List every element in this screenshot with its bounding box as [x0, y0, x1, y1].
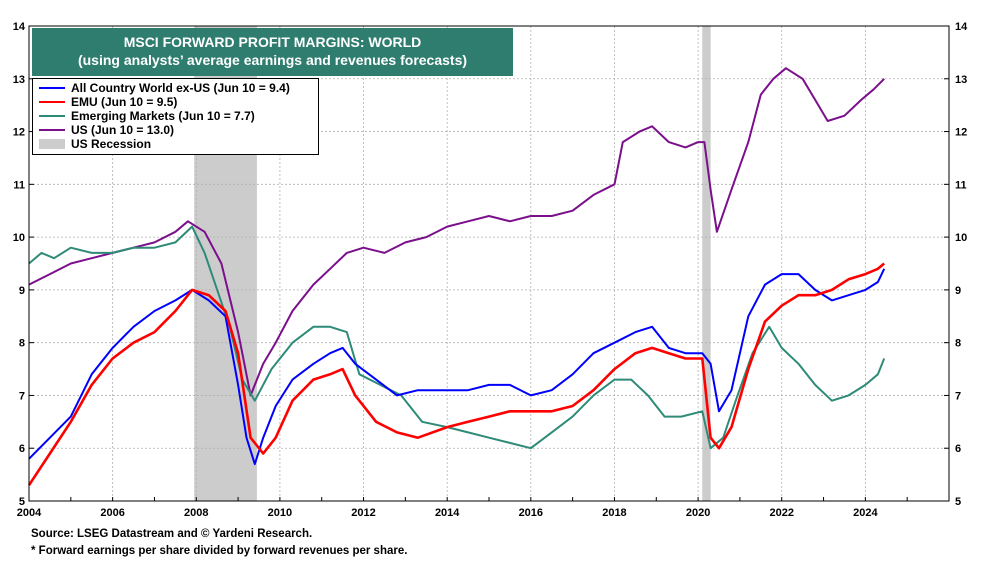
- legend-item-us: US (Jun 10 = 13.0): [39, 123, 174, 137]
- y-tick-label-right-3: 8: [955, 338, 961, 350]
- x-tick-label-9: 2022: [769, 507, 793, 519]
- footer-note: * Forward earnings per share divided by …: [31, 545, 408, 557]
- y-tick-label-right-7: 12: [955, 127, 967, 139]
- y-tick-label-left-1: 6: [19, 443, 25, 455]
- axis-ticks: 5 5 6 6 7 7 8 8 9 9 10 10 11 11 12 12 13 13 14 14 2004 2006 20…: [13, 21, 968, 519]
- y-tick-label-left-2: 7: [19, 390, 25, 402]
- x-tick-label-3: 2010: [268, 507, 292, 519]
- chart-title-box: MSCI FORWARD PROFIT MARGINS: WORLD (usin…: [32, 28, 513, 76]
- legend-label-recession: US Recession: [71, 137, 152, 151]
- legend-label-em: Emerging Markets (Jun 10 = 7.7): [71, 109, 255, 123]
- legend-swatch-acwx: [39, 87, 65, 89]
- legend-swatch-us: [39, 129, 65, 131]
- x-tick-label-6: 2016: [519, 507, 543, 519]
- x-tick-label-2: 2008: [184, 507, 208, 519]
- x-tick-label-8: 2020: [686, 507, 710, 519]
- y-tick-label-left-7: 12: [13, 127, 25, 139]
- legend: All Country World ex-US (Jun 10 = 9.4) E…: [32, 78, 319, 155]
- series-line-emu: [27, 262, 886, 486]
- series-line-em: [28, 225, 886, 450]
- x-tick-label-0: 2004: [17, 507, 42, 519]
- x-tick-label-7: 2018: [602, 507, 626, 519]
- x-tick-label-1: 2006: [100, 507, 124, 519]
- y-tick-label-left-0: 5: [19, 496, 25, 508]
- legend-item-em: Emerging Markets (Jun 10 = 7.7): [39, 109, 255, 123]
- y-tick-label-right-2: 7: [955, 390, 961, 402]
- x-tick-label-5: 2014: [435, 507, 460, 519]
- legend-item-emu: EMU (Jun 10 = 9.5): [39, 95, 177, 109]
- series-line-acwx: [28, 268, 886, 466]
- y-tick-label-right-0: 5: [955, 496, 961, 508]
- y-tick-label-left-5: 10: [13, 232, 25, 244]
- y-tick-label-left-6: 11: [13, 179, 25, 191]
- y-tick-label-right-5: 10: [955, 232, 967, 244]
- y-tick-label-left-9: 14: [13, 21, 26, 33]
- recession-band-1: [702, 26, 711, 501]
- x-tick-label-10: 2024: [853, 507, 878, 519]
- y-tick-label-left-8: 13: [13, 74, 25, 86]
- y-tick-label-right-9: 14: [955, 21, 968, 33]
- y-tick-label-right-1: 6: [955, 443, 961, 455]
- series-lines: [27, 67, 886, 486]
- legend-item-recession: US Recession: [39, 137, 151, 151]
- legend-swatch-emu: [39, 101, 65, 103]
- y-tick-label-left-4: 9: [19, 285, 25, 297]
- legend-label-acwx: All Country World ex-US (Jun 10 = 9.4): [71, 81, 290, 95]
- legend-label-us: US (Jun 10 = 13.0): [71, 123, 175, 137]
- legend-swatch-em: [39, 115, 65, 117]
- series-line-us: [28, 67, 885, 397]
- chart-title: MSCI FORWARD PROFIT MARGINS: WORLD: [123, 34, 422, 50]
- legend-label-emu: EMU (Jun 10 = 9.5): [71, 95, 178, 109]
- y-tick-label-left-3: 8: [19, 338, 25, 350]
- legend-item-acwx: All Country World ex-US (Jun 10 = 9.4): [39, 81, 290, 95]
- y-tick-label-right-6: 11: [955, 179, 967, 191]
- y-tick-label-right-8: 13: [955, 74, 967, 86]
- footer-source: Source: LSEG Datastream and © Yardeni Re…: [31, 528, 313, 540]
- legend-swatch-recession: [39, 139, 65, 149]
- chart-subtitle: (using analysts’ average earnings and re…: [77, 52, 468, 68]
- x-tick-label-4: 2012: [351, 507, 375, 519]
- y-tick-label-right-4: 9: [955, 285, 961, 297]
